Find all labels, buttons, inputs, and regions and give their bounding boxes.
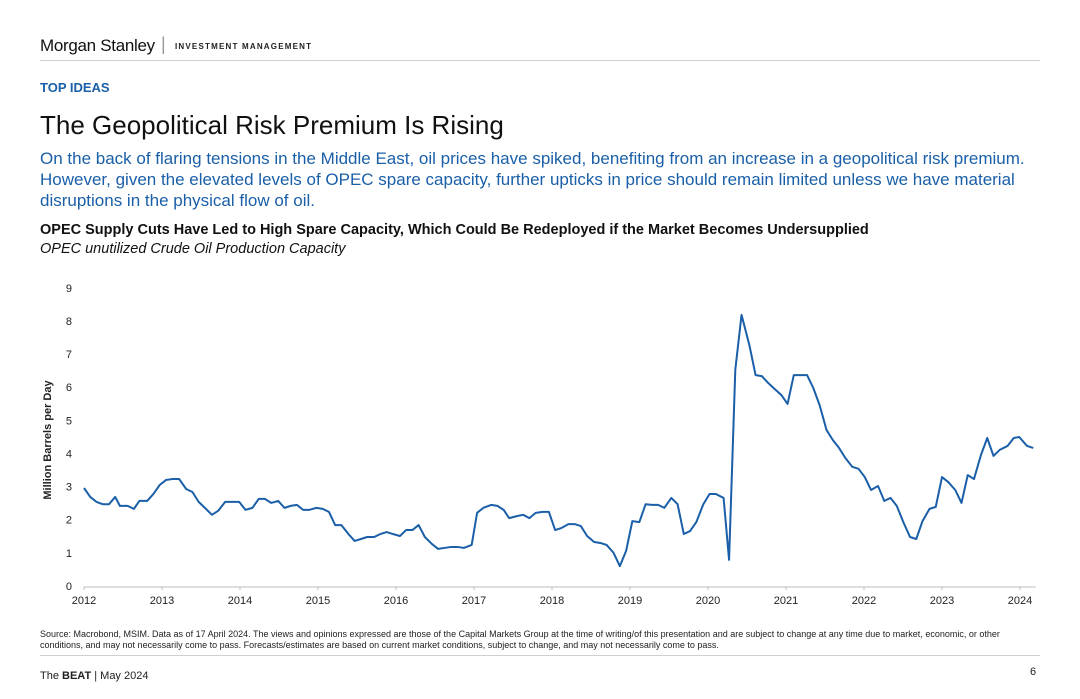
- y-tick-label: 8: [66, 316, 72, 328]
- x-tick-label: 2015: [306, 595, 330, 607]
- y-tick-label: 3: [66, 482, 72, 494]
- rule: [40, 60, 1040, 61]
- x-tick-label: 2019: [618, 595, 642, 607]
- division: INVESTMENT MANAGEMENT: [175, 42, 313, 51]
- chart: Million Barrels per Day 0 1 2 3 4 5 6 7 8 9 2012 20…: [42, 283, 1036, 607]
- date: May 2024: [100, 670, 149, 682]
- y-tick-label: 7: [66, 349, 72, 361]
- title: The Geopolitical Risk Premium Is Rising: [40, 110, 504, 140]
- subtitle: On the back of flaring tensions in the M…: [40, 149, 1025, 210]
- x-tick-label: 2022: [852, 595, 876, 607]
- chart-title: OPEC Supply Cuts Have Led to High Spare …: [40, 222, 869, 238]
- x-tick-label: 2013: [150, 595, 174, 607]
- x-tick-label: 2024: [1008, 595, 1032, 607]
- x-tick-label: 2020: [696, 595, 720, 607]
- footer-prefix: The: [40, 670, 59, 682]
- publication: BEAT: [62, 670, 92, 682]
- x-tick-label: 2021: [774, 595, 798, 607]
- section-label: TOP IDEAS: [40, 80, 110, 95]
- x-tick-label: 2012: [72, 595, 96, 607]
- y-tick-label: 9: [66, 283, 72, 295]
- y-tick-label: 5: [66, 415, 72, 427]
- y-tick-label: 6: [66, 382, 72, 394]
- y-tick-label: 0: [66, 581, 72, 593]
- page-number: 6: [1030, 666, 1037, 678]
- logo: Morgan Stanley: [40, 36, 155, 55]
- y-tick-label: 1: [66, 548, 72, 560]
- x-tick-label: 2018: [540, 595, 564, 607]
- x-tick-label: 2017: [462, 595, 486, 607]
- data-line: [83, 313, 1034, 568]
- y-tick-label: 4: [66, 448, 72, 460]
- source-note: Source: Macrobond, MSIM. Data as of 17 A…: [40, 629, 1000, 650]
- separator: |: [161, 34, 166, 54]
- x-tick-label: 2016: [384, 595, 408, 607]
- rule: [40, 655, 1040, 656]
- chart-subtitle: OPEC unutilized Crude Oil Production Cap…: [40, 241, 346, 257]
- y-tick-label: 2: [66, 515, 72, 527]
- footer: The BEAT | May 2024: [40, 670, 149, 682]
- x-tick-label: 2014: [228, 595, 252, 607]
- x-tick-label: 2023: [930, 595, 954, 607]
- y-axis-label: Million Barrels per Day: [42, 380, 54, 500]
